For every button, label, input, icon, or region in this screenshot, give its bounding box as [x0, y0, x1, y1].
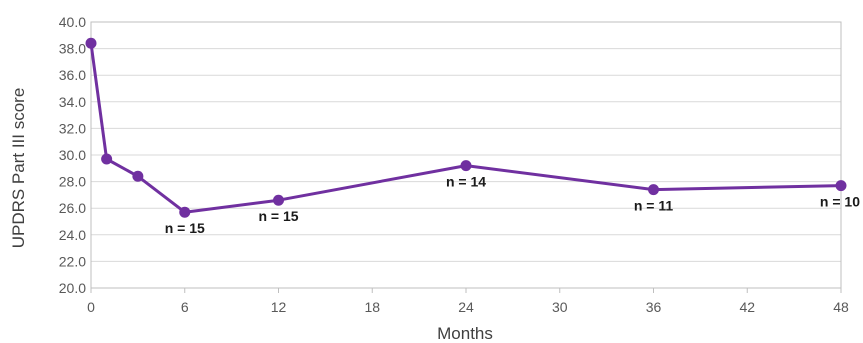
- n-label-2: n = 14: [446, 174, 486, 190]
- x-tick-label-6: 36: [646, 299, 662, 315]
- y-axis-title: UPDRS Part III score: [9, 88, 28, 249]
- data-point-4: [273, 194, 284, 206]
- x-tick-label-4: 24: [458, 299, 474, 315]
- x-tick-label-5: 30: [552, 299, 568, 315]
- n-label-3: n = 11: [634, 198, 674, 214]
- y-tick-label-0: 20.0: [59, 280, 86, 296]
- series-line: [89, 43, 842, 214]
- data-point-3: [179, 206, 191, 218]
- x-tick-label-0: 0: [87, 299, 95, 315]
- data-point-7: [835, 180, 847, 192]
- y-tick-label-2: 24.0: [59, 227, 86, 243]
- x-axis-title: Months: [437, 324, 493, 343]
- data-point-2: [132, 170, 144, 182]
- data-point-6: [648, 184, 659, 196]
- x-tick-label-8: 48: [833, 299, 849, 315]
- y-tick-label-6: 32.0: [59, 120, 86, 136]
- y-tick-label-9: 38.0: [59, 41, 86, 57]
- data-point-5: [460, 160, 472, 172]
- y-tick-label-1: 22.0: [59, 253, 86, 269]
- x-tick-label-7: 42: [739, 299, 755, 315]
- y-tick-labels: 20.0 22.0 24.0 26.0 28.0 30.0 32.0 34.0 36.0 38.0…: [59, 14, 86, 296]
- x-tick-label-3: 18: [364, 299, 380, 315]
- n-label-0: n = 15: [165, 220, 205, 236]
- n-label-4: n = 10: [820, 194, 860, 210]
- y-tick-label-4: 28.0: [59, 174, 86, 190]
- x-tick-label-1: 6: [181, 299, 189, 315]
- y-tick-label-3: 26.0: [59, 200, 86, 216]
- y-tick-label-8: 36.0: [59, 67, 86, 83]
- y-tick-label-10: 40.0: [59, 14, 86, 30]
- data-point-1: [101, 153, 113, 165]
- y-tick-label-5: 30.0: [59, 147, 86, 163]
- y-tick-label-7: 34.0: [59, 94, 86, 110]
- sample-size-labels: n = 15 n = 15 n = 14 n = 11 n = 10: [165, 174, 860, 237]
- data-points: [85, 37, 847, 218]
- n-label-1: n = 15: [258, 208, 298, 224]
- x-tick-label-2: 12: [271, 299, 287, 315]
- data-point-0: [85, 37, 97, 49]
- gridlines: [90, 21, 842, 289]
- x-tick-labels: 0 6 12 18 24 30 36 42 48: [87, 288, 849, 315]
